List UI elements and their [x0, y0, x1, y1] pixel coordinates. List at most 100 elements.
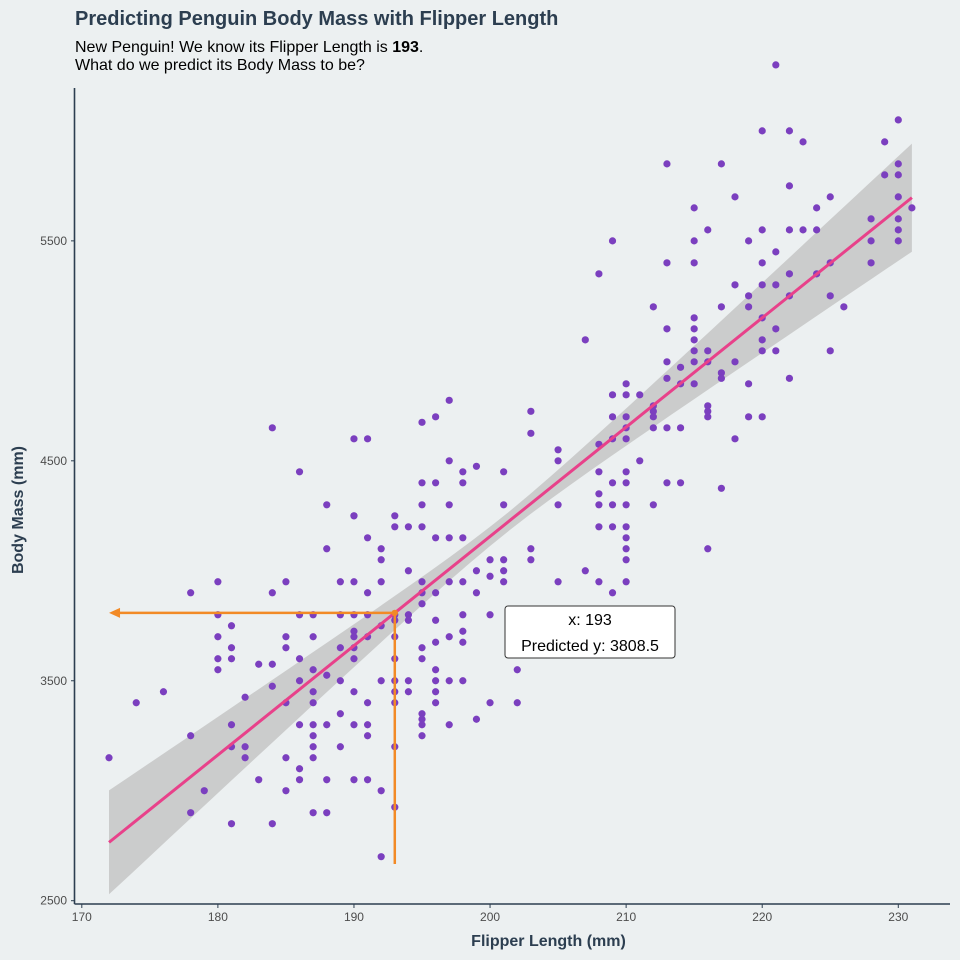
data-point: [690, 347, 698, 355]
data-point: [608, 237, 617, 245]
data-point: [745, 303, 753, 311]
data-point: [418, 418, 426, 426]
data-point: [690, 259, 698, 267]
data-point: [500, 468, 508, 476]
data-point: [826, 193, 834, 201]
data-point: [690, 314, 698, 322]
data-point: [690, 237, 698, 245]
data-point: [445, 396, 453, 404]
data-point: [622, 380, 630, 388]
data-point: [772, 61, 780, 69]
y-tick-label: 5500: [40, 234, 67, 248]
data-point: [500, 556, 508, 564]
data-point: [731, 193, 739, 201]
data-point: [690, 325, 698, 333]
data-point: [704, 545, 712, 553]
data-point: [363, 732, 372, 740]
data-point: [309, 666, 317, 674]
data-point: [255, 660, 263, 668]
x-tick-label: 200: [480, 910, 500, 924]
data-points: [105, 61, 916, 861]
data-point: [418, 578, 426, 586]
annotation-predicted-label: Predicted y: 3808.5: [521, 638, 659, 655]
data-point: [323, 809, 331, 817]
data-point: [295, 677, 304, 685]
data-point: [595, 468, 603, 476]
chart-title: Predicting Penguin Body Mass with Flippe…: [75, 8, 559, 30]
data-point: [527, 545, 535, 553]
data-point: [500, 578, 508, 586]
data-point: [595, 523, 603, 531]
data-point: [282, 754, 290, 762]
x-tick-label: 220: [752, 910, 772, 924]
data-point: [187, 809, 195, 817]
data-point: [445, 721, 453, 729]
data-point: [309, 732, 317, 740]
data-point: [391, 512, 399, 520]
prediction-arrowhead: [109, 607, 121, 618]
data-point: [432, 589, 440, 597]
data-point: [581, 567, 589, 575]
subtitle-flipper-value: 193: [392, 39, 419, 56]
data-point: [785, 127, 794, 135]
data-point: [649, 407, 657, 415]
data-point: [622, 556, 630, 564]
data-point: [309, 633, 317, 641]
data-point: [336, 677, 344, 685]
data-point: [472, 589, 481, 597]
data-point: [350, 512, 358, 520]
data-point: [758, 127, 766, 135]
data-point: [214, 655, 222, 663]
data-point: [187, 732, 195, 740]
annotation-box: [504, 605, 676, 659]
data-point: [418, 523, 426, 531]
data-point: [418, 715, 426, 723]
data-point: [676, 424, 685, 432]
data-point: [663, 259, 671, 267]
data-point: [908, 204, 916, 212]
x-tick-label: 210: [616, 910, 636, 924]
data-point: [323, 545, 331, 553]
data-point: [432, 413, 440, 421]
y-tick-label: 2500: [40, 894, 67, 908]
data-point: [826, 347, 834, 355]
data-point: [731, 281, 739, 289]
data-point: [745, 292, 753, 300]
data-point: [227, 644, 236, 652]
data-point: [363, 435, 372, 443]
data-point: [268, 660, 276, 668]
data-point: [432, 699, 440, 707]
x-tick-label: 230: [888, 910, 908, 924]
data-point: [622, 468, 630, 476]
data-point: [663, 424, 671, 432]
data-point: [745, 380, 753, 388]
data-point: [894, 171, 902, 179]
data-point: [799, 226, 807, 234]
data-point: [363, 534, 372, 542]
data-point: [581, 336, 589, 344]
data-point: [445, 633, 453, 641]
data-point: [758, 347, 766, 355]
data-point: [336, 743, 344, 751]
data-point: [622, 578, 630, 586]
data-point: [323, 776, 331, 784]
data-point: [418, 721, 426, 729]
data-point: [785, 374, 794, 382]
data-point: [350, 633, 358, 641]
data-point: [336, 710, 344, 718]
data-point: [690, 336, 698, 344]
x-tick-label: 190: [344, 910, 364, 924]
data-point: [622, 545, 630, 553]
data-point: [241, 693, 249, 701]
data-point: [404, 616, 412, 624]
regression-line: [108, 196, 913, 844]
data-point: [459, 479, 467, 487]
prediction-guides: [109, 607, 398, 864]
data-point: [595, 501, 603, 509]
data-point: [391, 523, 399, 531]
data-point: [295, 765, 304, 773]
data-point: [704, 226, 712, 234]
data-point: [377, 677, 385, 685]
prediction-point: [391, 609, 398, 617]
subtitle-line1-suffix: .: [418, 39, 424, 56]
